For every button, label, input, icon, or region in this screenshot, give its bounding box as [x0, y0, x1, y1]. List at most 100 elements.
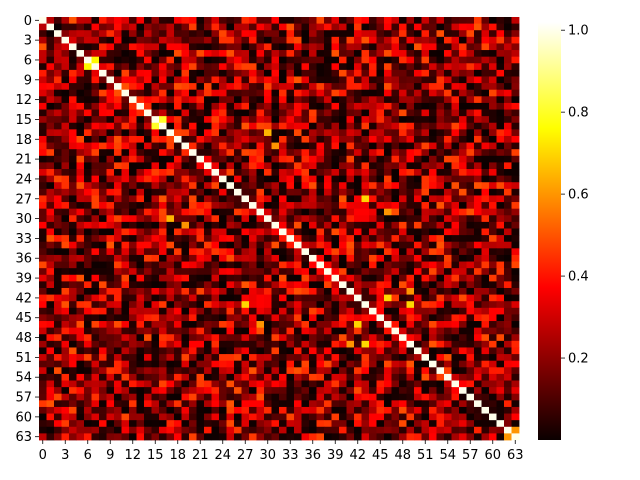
heatmap-cell	[481, 261, 490, 269]
heatmap-cell	[421, 334, 430, 342]
heatmap-cell	[226, 301, 235, 309]
heatmap-cell	[324, 307, 332, 315]
heatmap-cell	[226, 281, 235, 289]
heatmap-cell	[151, 142, 160, 150]
heatmap-cell	[106, 188, 115, 196]
heatmap-cell	[159, 56, 167, 64]
heatmap-cell	[316, 142, 325, 150]
heatmap-cell	[249, 17, 257, 25]
heatmap-cell	[301, 23, 310, 31]
heatmap-cell	[361, 241, 370, 249]
heatmap-cell	[406, 400, 415, 408]
heatmap-cell	[136, 122, 145, 130]
heatmap-cell	[204, 30, 212, 38]
heatmap-cell	[511, 116, 520, 124]
heatmap-cell	[264, 56, 272, 64]
heatmap-cell	[429, 50, 437, 58]
heatmap-cell	[121, 241, 130, 249]
heatmap-cell	[84, 182, 92, 190]
heatmap-cell	[46, 162, 55, 170]
heatmap-cell	[466, 17, 475, 25]
heatmap-cell	[301, 327, 310, 335]
heatmap-cell	[196, 221, 205, 229]
heatmap-cell	[316, 162, 325, 170]
heatmap-cell	[466, 340, 475, 348]
heatmap-cell	[459, 135, 467, 143]
heatmap-cell	[429, 268, 437, 276]
heatmap-cell	[459, 235, 467, 243]
heatmap-cell	[249, 307, 257, 315]
heatmap-cell	[369, 287, 377, 295]
heatmap-cell	[211, 135, 220, 143]
heatmap-cell	[226, 63, 235, 71]
heatmap-cell	[211, 261, 220, 269]
heatmap-cell	[339, 202, 347, 210]
heatmap-cell	[399, 393, 407, 401]
heatmap-cell	[196, 142, 205, 150]
heatmap-cell	[391, 69, 400, 77]
heatmap-cell	[46, 287, 55, 295]
heatmap-cell	[294, 182, 302, 190]
heatmap-cell	[106, 340, 115, 348]
heatmap-cell	[376, 347, 385, 355]
heatmap-cell	[129, 334, 137, 342]
heatmap-cell	[129, 360, 137, 368]
heatmap-cell	[279, 122, 287, 130]
heatmap-cell	[166, 294, 175, 302]
heatmap-cell	[121, 76, 130, 84]
heatmap-cell	[436, 155, 445, 163]
heatmap-cell	[324, 50, 332, 58]
heatmap-cell	[226, 340, 235, 348]
heatmap-cell	[84, 314, 92, 322]
heatmap-cell	[301, 261, 310, 269]
heatmap-cell	[436, 281, 445, 289]
heatmap-cell	[331, 373, 340, 381]
heatmap-cell	[489, 241, 497, 249]
heatmap-cell	[76, 321, 85, 329]
heatmap-cell	[264, 354, 272, 362]
heatmap-cell	[361, 89, 370, 97]
heatmap-cell	[406, 208, 415, 216]
heatmap-cell	[91, 23, 100, 31]
heatmap-cell	[459, 387, 467, 395]
heatmap-cell	[196, 373, 205, 381]
heatmap-cell	[189, 254, 197, 262]
heatmap-cell	[444, 96, 452, 104]
heatmap-cell	[466, 301, 475, 309]
heatmap-cell	[61, 287, 70, 295]
heatmap-cell	[444, 413, 452, 421]
heatmap-cell	[399, 69, 407, 77]
heatmap-cell	[106, 301, 115, 309]
heatmap-cell	[91, 334, 100, 342]
heatmap-cell	[166, 175, 175, 183]
heatmap-cell	[204, 122, 212, 130]
heatmap-cell	[91, 354, 100, 362]
heatmap-cell	[181, 155, 190, 163]
heatmap-cell	[256, 373, 265, 381]
heatmap-cell	[264, 413, 272, 421]
heatmap-cell	[279, 373, 287, 381]
heatmap-cell	[294, 274, 302, 282]
heatmap-cell	[174, 56, 182, 64]
heatmap-cell	[451, 406, 460, 414]
heatmap-cell	[481, 202, 490, 210]
heatmap-cell	[159, 387, 167, 395]
heatmap-cell	[474, 347, 482, 355]
heatmap-cell	[189, 235, 197, 243]
heatmap-cell	[301, 340, 310, 348]
heatmap-cell	[181, 83, 190, 91]
heatmap-cell	[279, 149, 287, 157]
heatmap-cell	[481, 327, 490, 335]
heatmap-cell	[76, 129, 85, 137]
heatmap-cell	[354, 83, 362, 91]
heatmap-cell	[159, 347, 167, 355]
heatmap-cell	[489, 50, 497, 58]
heatmap-cell	[211, 69, 220, 77]
heatmap-cell	[511, 135, 520, 143]
heatmap-cell	[376, 367, 385, 375]
heatmap-cell	[54, 43, 62, 51]
heatmap-cell	[376, 208, 385, 216]
heatmap-cell	[106, 169, 115, 177]
heatmap-cell	[301, 17, 310, 25]
heatmap-cell	[144, 413, 152, 421]
